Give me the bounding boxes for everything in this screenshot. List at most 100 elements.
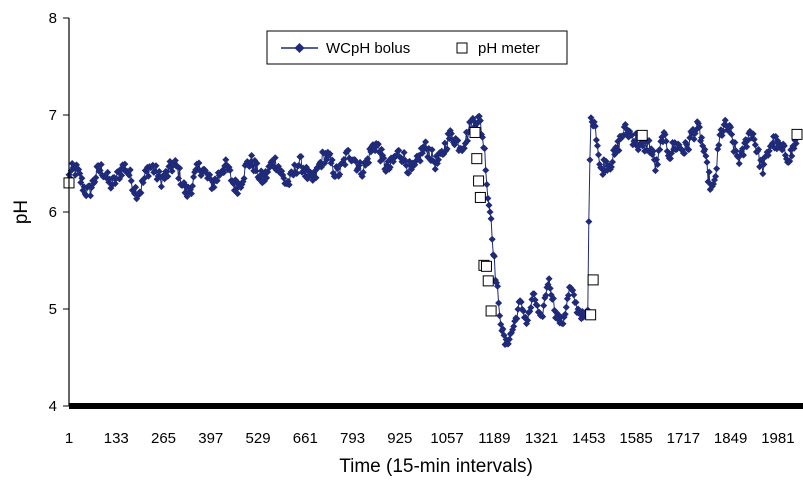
x-tick-label: 1981 [761,430,794,447]
bolus-point [593,142,601,150]
legend-marker-bolus [294,43,305,53]
bolus-point [118,171,126,179]
bolus-point [341,161,349,169]
bolus-point [486,208,494,216]
bolus-point [514,305,522,313]
bolus-point [293,169,301,177]
bolus-point [490,252,498,260]
bolus-point [210,183,218,191]
bolus-point [263,174,271,182]
bolus-point [144,172,152,180]
bolus-point [539,313,547,321]
bolus-point [402,161,410,169]
x-tick-label: 925 [387,430,412,447]
bolus-point [168,167,176,175]
bolus-point [698,134,706,142]
bolus-point [702,152,710,160]
bolus-point [152,162,160,170]
bolus-point [533,302,541,310]
bolus-point [540,302,548,310]
bolus-point [661,130,669,138]
bolus-point [765,147,773,155]
bolus-point [248,151,256,159]
bolus-point [222,156,230,164]
bolus-point [504,340,512,348]
series-wcph-bolus [65,112,802,349]
bolus-point [656,146,664,154]
meter-point [474,191,486,203]
bolus-point [484,194,492,202]
bolus-point [505,335,513,343]
bolus-point [171,156,179,164]
x-tick-label: 529 [246,430,271,447]
bolus-point [479,133,487,141]
bolus-point [434,156,442,164]
bolus-point [732,147,740,155]
bolus-point [496,312,504,320]
bolus-point [531,296,539,304]
bolus-point [542,291,550,299]
bolus-point [527,304,535,312]
bolus-point [494,282,502,290]
bolus-point [422,138,430,146]
y-axis-ticks: 4 5 6 7 8 [49,10,69,415]
bolus-point [483,180,491,188]
bolus-point [595,151,603,159]
bolus-point [517,298,525,306]
bolus-point [86,192,94,200]
meter-point [791,128,803,140]
bolus-point [481,144,489,152]
bolus-point [395,146,403,154]
bolus-point [615,146,623,154]
bolus-point [570,291,578,299]
bolus-point [524,316,532,324]
bolus-point [591,122,599,130]
bolus-point [125,171,133,179]
bolus-point [280,174,288,182]
bolus-point [127,177,135,185]
bolus-point [400,149,408,157]
bolus-point [608,158,616,166]
x-tick-label: 793 [340,430,365,447]
bolus-point [378,145,386,153]
bolus-point [530,290,538,298]
bolus-point [564,291,572,299]
bolus-point [132,183,140,191]
bolus-point [326,150,334,158]
bolus-point [359,168,367,176]
bolus-point [92,174,100,182]
bolus-point [569,286,577,294]
bolus-point [271,154,279,162]
bolus-point [253,159,261,167]
bolus-point [545,275,553,283]
x-axis-band [69,403,803,409]
bolus-point [460,144,468,152]
x-tick-label: 265 [151,430,176,447]
bolus-point [336,170,344,178]
y-axis-title: pH [11,200,32,224]
bolus-point [428,146,436,154]
bolus-point [499,325,507,333]
bolus-point [621,121,629,129]
bolus-point [607,163,615,171]
x-tick-label: 1 [65,430,73,447]
bolus-point [561,310,569,318]
bolus-point [476,117,484,125]
bolus-point [549,294,557,302]
bolus-point [703,158,711,166]
bolus-point [111,180,119,188]
meter-point [585,309,597,321]
bolus-point [695,123,703,131]
bolus-point [104,168,112,176]
legend: WCpH bolus pH meter [266,30,568,65]
bolus-point [760,160,768,168]
legend-label-bolus: WCpH bolus [326,40,410,57]
bolus-point [546,284,554,292]
bolus-point [728,130,736,138]
x-axis-title: Time (15-min intervals) [339,456,533,477]
bolus-point [788,152,796,160]
meter-point [469,126,481,138]
bolus-point [759,170,767,178]
x-tick-label: 1321 [525,430,558,447]
